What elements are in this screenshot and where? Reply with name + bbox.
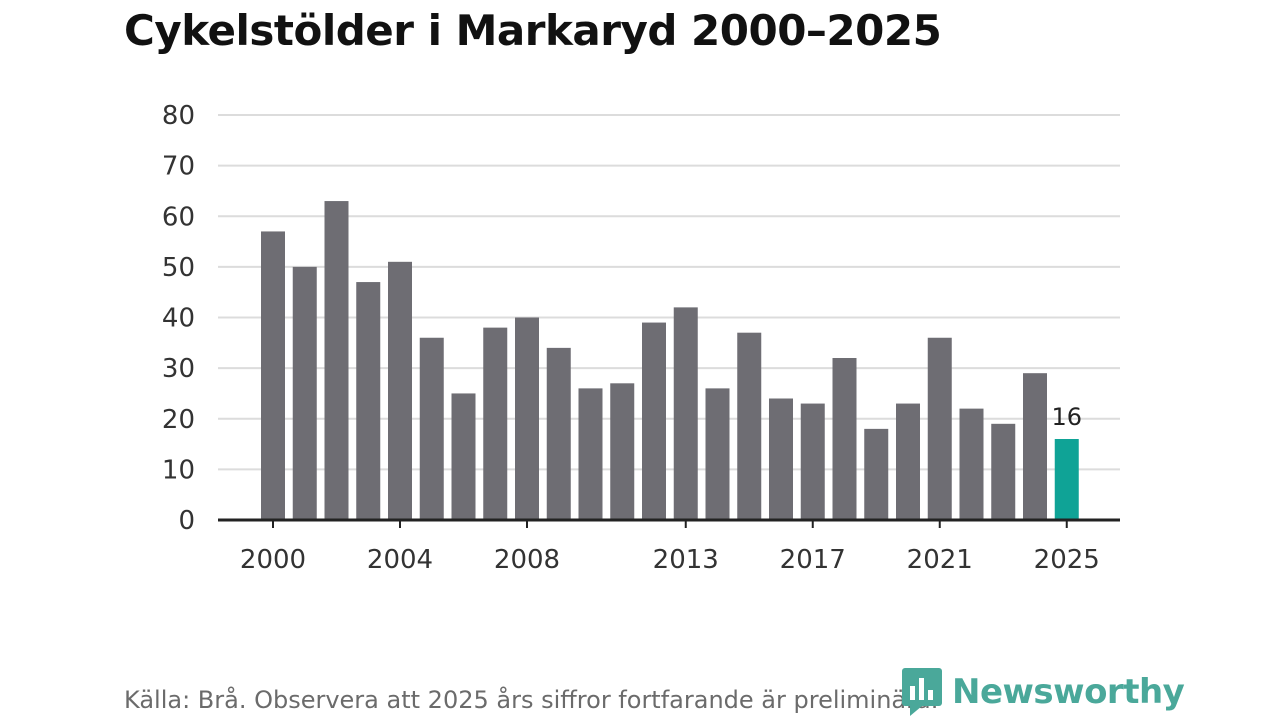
bar-2018 [832, 358, 857, 520]
x-tick-label-2017: 2017 [780, 545, 846, 575]
bar-2009 [546, 347, 571, 520]
chart-title: Cykelstölder i Markaryd 2000–2025 [124, 6, 942, 55]
x-tick-label-2000: 2000 [240, 545, 306, 575]
y-tick-label-70: 70 [162, 152, 195, 182]
logo-text: Newsworthy [952, 672, 1185, 712]
bar-2012 [642, 322, 666, 520]
y-tick-label-50: 50 [162, 253, 195, 283]
x-tick-label-2025: 2025 [1034, 545, 1100, 575]
bar-2001 [292, 266, 317, 520]
bar-2020 [896, 403, 920, 520]
y-tick-label-10: 10 [162, 455, 195, 485]
bar-2022 [959, 408, 984, 520]
x-tick-label-2008: 2008 [494, 545, 560, 575]
bar-2000 [261, 231, 285, 520]
x-tick-label-2021: 2021 [907, 545, 973, 575]
bar-2011 [610, 383, 635, 520]
bar-2021 [927, 337, 952, 520]
bar-2024 [1023, 373, 1047, 520]
bar-2013 [673, 307, 698, 520]
bar-2014 [705, 388, 730, 520]
bar-chart: 0 10 20 30 40 50 60 70 80 16 2000 2004 2008 2013 2017 2… [162, 101, 1120, 575]
bar-2023 [991, 423, 1016, 520]
x-tick-label-2013: 2013 [653, 545, 719, 575]
newsworthy-logo: Newsworthy [902, 668, 1185, 716]
source-note: Källa: Brå. Observera att 2025 års siffr… [124, 686, 939, 714]
bar-2016 [769, 398, 793, 520]
bar-2025 [1054, 439, 1079, 520]
bar-2017 [800, 403, 825, 520]
newsworthy-logo-icon [902, 668, 942, 716]
bar-2010 [578, 388, 603, 520]
bar-2002 [324, 201, 349, 520]
y-tick-label-30: 30 [162, 354, 195, 384]
y-tick-label-80: 80 [162, 101, 195, 131]
x-tick-label-2004: 2004 [367, 545, 433, 575]
bar-2006 [451, 393, 476, 520]
bar-2004 [388, 261, 412, 520]
y-tick-label-0: 0 [178, 506, 195, 536]
bar-2019 [864, 428, 889, 520]
bar-2003 [356, 282, 381, 520]
bar-2015 [737, 332, 762, 520]
bar-2007 [483, 327, 508, 520]
y-tick-label-20: 20 [162, 405, 195, 435]
bar-2008 [515, 317, 539, 520]
y-tick-label-40: 40 [162, 304, 195, 334]
y-tick-label-60: 60 [162, 202, 195, 232]
data-label-2025: 16 [1051, 403, 1082, 431]
bar-2005 [419, 337, 444, 520]
